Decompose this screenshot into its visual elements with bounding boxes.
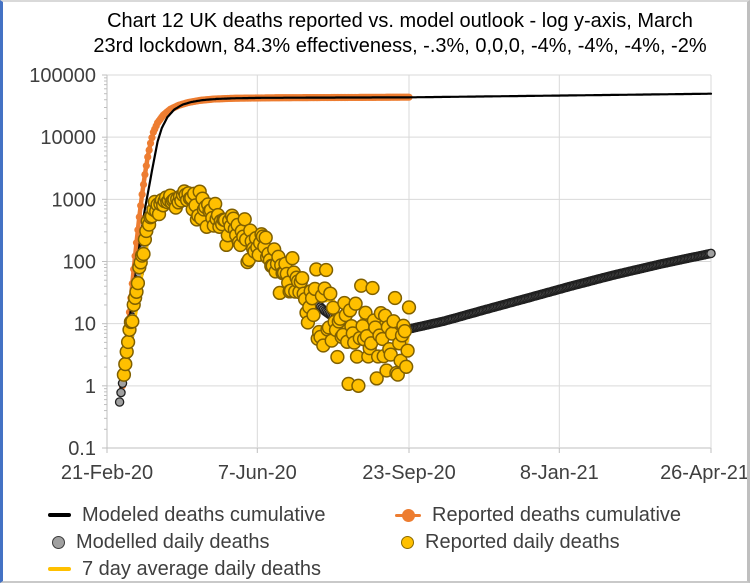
x-axis-tick-label: 23-Sep-20: [362, 462, 455, 484]
x-axis-tick-label: 7-Jun-20: [218, 462, 297, 484]
legend-item-reported-daily: Reported daily deaths: [401, 529, 620, 555]
legend-item-reported-cumulative: Reported deaths cumulative: [395, 502, 681, 528]
chart-title-line-1: Chart 12 UK deaths reported vs. model ou…: [107, 10, 693, 32]
legend-label: Reported daily deaths: [425, 530, 620, 553]
reported-daily-circle-swatch: [401, 535, 414, 549]
chart-plot-area: 100000 10000 1000 100 10 1 0.121-Feb-20 7-Jun-2…: [29, 65, 749, 484]
y-axis-tick-label: 100000: [29, 65, 96, 87]
modelled-daily-circle-swatch: [52, 535, 65, 549]
modeled-cumulative-line-swatch: [48, 513, 71, 517]
gridlines: [106, 74, 712, 449]
legend-label: Modeled deaths cumulative: [82, 503, 326, 526]
legend-label: 7 day average daily deaths: [82, 557, 322, 580]
reported-cumulative-line-marker-swatch: [395, 508, 421, 522]
chart-title-line-2: 23rd lockdown, 84.3% effectiveness, -.3%…: [93, 35, 707, 57]
legend-item-modeled-cumulative: Modeled deaths cumulative: [48, 502, 325, 528]
seven-day-average-line-swatch: [48, 567, 71, 571]
y-axis-tick-label: 100: [63, 252, 96, 274]
y-axis-tick-label: 10: [74, 314, 96, 336]
series-reported-daily-deaths: [116, 184, 417, 393]
y-axis-tick-label: 10000: [40, 127, 96, 149]
legend: Modeled deaths cumulative Reported death…: [3, 499, 747, 581]
x-axis-tick-label: 8-Jan-21: [520, 462, 599, 484]
legend-label: Modelled daily deaths: [76, 530, 270, 553]
x-axis-tick-label: 21-Feb-20: [61, 462, 153, 484]
y-axis-tick-label: 1: [85, 376, 96, 398]
y-axis-tick-label: 0.1: [68, 438, 96, 460]
axis-ticks: [102, 74, 712, 453]
legend-item-7day-average: 7 day average daily deaths: [48, 556, 322, 581]
axis-tick-labels: 100000 10000 1000 100 10 1 0.121-Feb-20 7-Jun-2…: [29, 65, 749, 484]
legend-item-modelled-daily: Modelled daily deaths: [52, 529, 269, 555]
x-axis-tick-label: 26-Apr-21: [660, 462, 749, 484]
series-modeled-deaths-cumulative: [118, 92, 713, 397]
legend-label: Reported deaths cumulative: [432, 503, 682, 526]
y-axis-tick-label: 1000: [52, 189, 97, 211]
